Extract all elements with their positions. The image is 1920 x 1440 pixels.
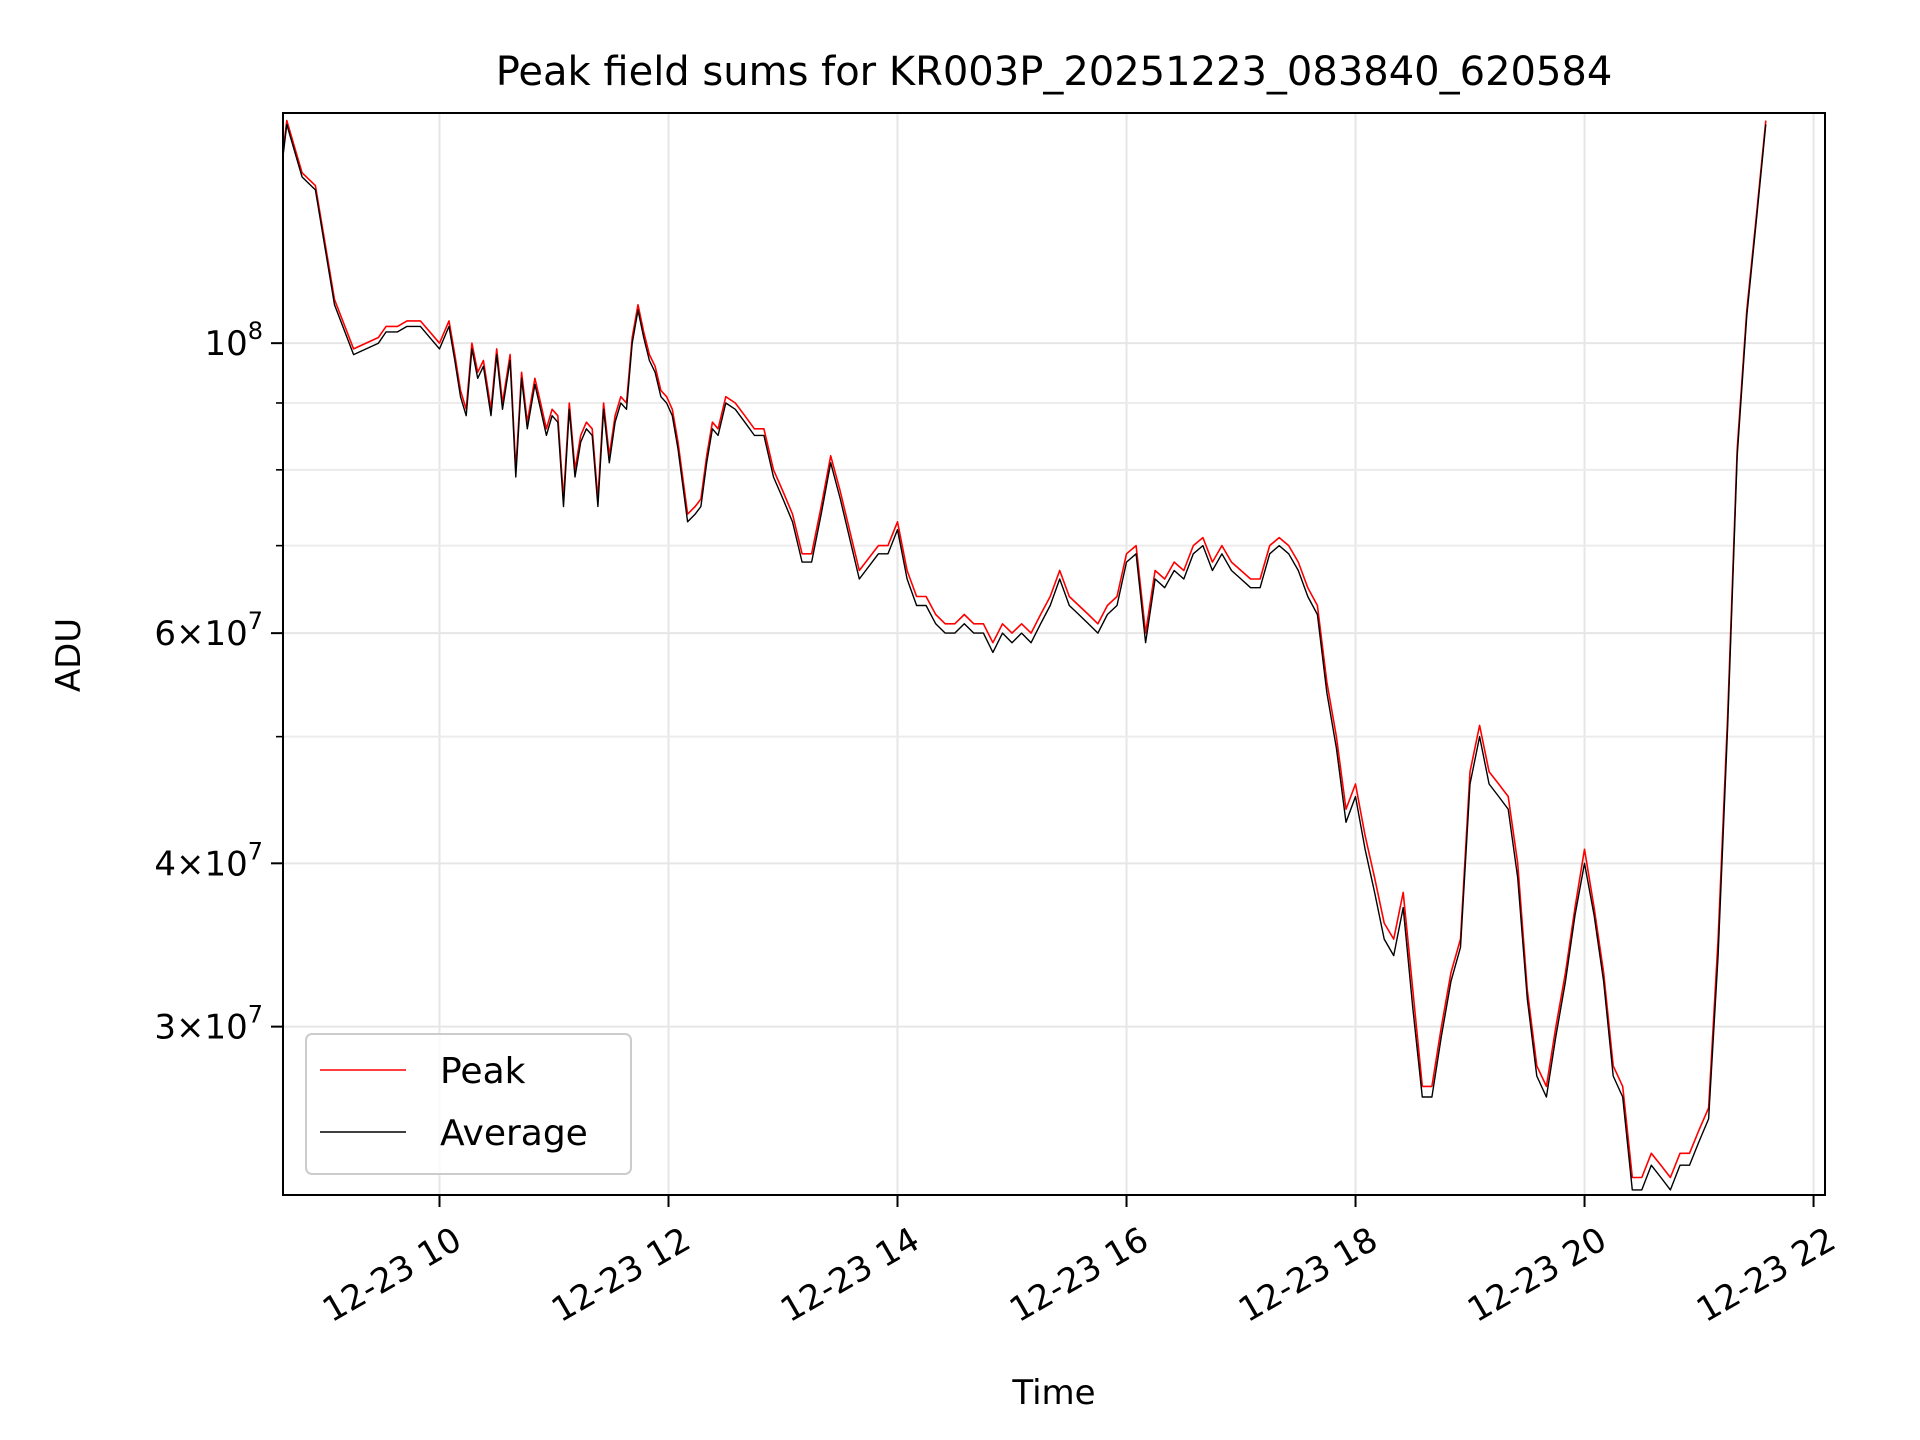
plot-frame xyxy=(282,112,1826,1196)
series-line-peak xyxy=(283,119,1767,1179)
y-tick-label: 6×107 xyxy=(154,607,263,654)
y-tick-label: 108 xyxy=(204,317,263,364)
legend: Peak Average xyxy=(305,1033,632,1175)
y-tick-exponent: 7 xyxy=(248,607,263,635)
y-tick-exponent: 7 xyxy=(248,1001,263,1029)
chart-title: Peak field sums for KR003P_20251223_0838… xyxy=(496,49,1613,95)
y-tick-base: 10 xyxy=(204,844,247,884)
y-tick-label: 4×107 xyxy=(154,837,263,884)
y-tick-exponent: 7 xyxy=(248,837,263,865)
y-tick-mantissa: 4× xyxy=(154,844,204,884)
series-lines xyxy=(283,119,1767,1191)
legend-label-peak: Peak xyxy=(440,1051,526,1092)
y-axis-title: ADU xyxy=(49,618,89,692)
y-tick-base: 10 xyxy=(204,614,247,654)
legend-label-average: Average xyxy=(440,1113,588,1154)
y-tick-mantissa: 3× xyxy=(154,1008,204,1048)
series-line-average xyxy=(283,123,1767,1191)
x-axis-title: Time xyxy=(1011,1373,1095,1413)
y-tick-base: 10 xyxy=(204,1008,247,1048)
y-tick-mantissa: 6× xyxy=(154,614,204,654)
y-tick-base: 10 xyxy=(204,324,247,364)
y-tick-label: 3×107 xyxy=(154,1001,263,1048)
y-tick-exponent: 8 xyxy=(248,317,263,345)
legend-box xyxy=(305,1033,632,1175)
